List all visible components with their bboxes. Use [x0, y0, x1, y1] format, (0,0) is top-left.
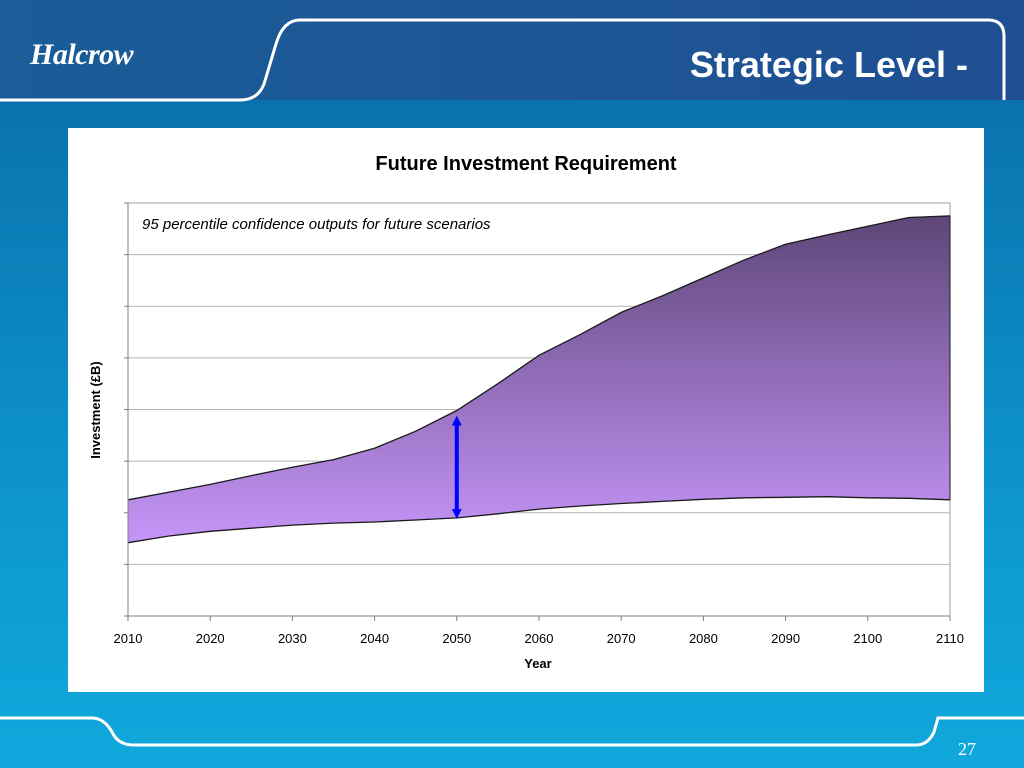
x-tick-label: 2010	[114, 631, 143, 646]
chart-panel: Future Investment Requirement 2010 2020 20…	[68, 128, 984, 692]
x-tick-label: 2040	[360, 631, 389, 646]
x-tick-label: 2050	[442, 631, 471, 646]
x-tick-label: 2030	[278, 631, 307, 646]
x-tick-label: 2070	[607, 631, 636, 646]
x-tick-label: 2020	[196, 631, 225, 646]
investment-chart: Future Investment Requirement 2010 2020 20…	[88, 153, 964, 671]
upper-bound-line	[127, 215, 951, 501]
chart-title: Future Investment Requirement	[375, 153, 677, 175]
x-tick-label: 2080	[689, 631, 718, 646]
lower-bound-line	[127, 496, 951, 544]
y-axis-label: Investment (£B)	[88, 361, 103, 459]
x-tick-label: 2060	[525, 631, 554, 646]
halcrow-logo: Halcrow	[30, 38, 134, 71]
x-tick-label: 2100	[853, 631, 882, 646]
page-number: 27	[958, 739, 976, 759]
chart-annotation: 95 percentile confidence outputs for fut…	[142, 216, 491, 233]
slide-title: Strategic Level -	[689, 44, 968, 85]
confidence-band-area	[128, 215, 950, 543]
x-tick-label: 2090	[771, 631, 800, 646]
x-tick-label: 2110	[936, 631, 964, 646]
x-axis-label: Year	[524, 656, 551, 671]
